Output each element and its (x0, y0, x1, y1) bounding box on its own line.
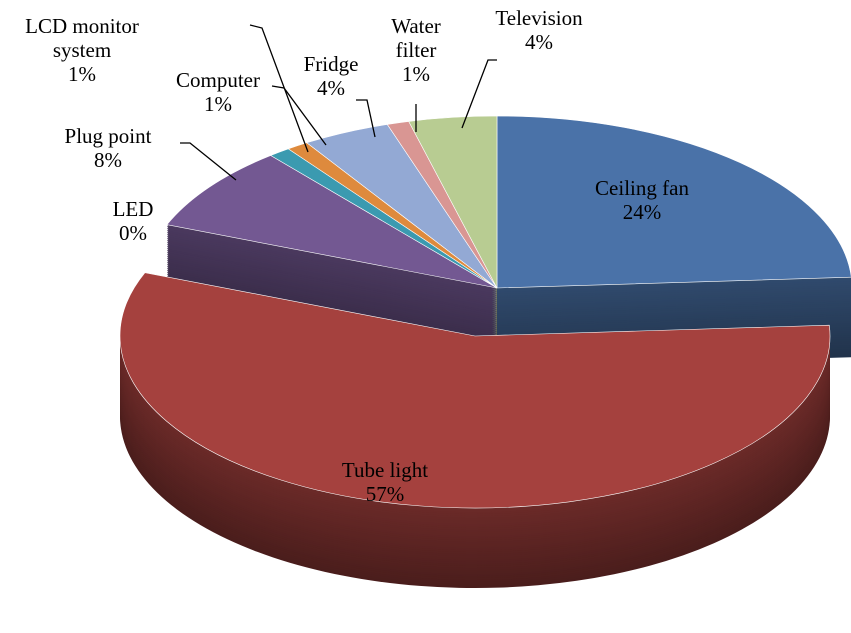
slice (496, 115, 851, 289)
slice-label: Tube light 57% (341, 458, 429, 506)
slice-label: LCD monitor system 1% (25, 14, 139, 86)
slice (119, 272, 831, 509)
slice-label: Television 4% (495, 6, 583, 54)
slice-label: Water filter 1% (391, 14, 441, 86)
leader-line (356, 99, 376, 138)
leader-line (249, 24, 309, 153)
leader-line (461, 59, 497, 129)
slice-label: Fridge 4% (303, 52, 359, 100)
leader-line (180, 142, 237, 181)
pie-tops (119, 115, 851, 509)
slice (408, 115, 498, 289)
leader-line (271, 85, 327, 146)
slice-label: Computer 1% (176, 68, 260, 116)
slice-label: LED 0% (112, 197, 154, 245)
slice-label: Ceiling fan 24% (595, 176, 689, 224)
slice-label: Plug point 8% (64, 124, 152, 172)
leader-lines (180, 24, 497, 181)
slice (166, 155, 498, 289)
